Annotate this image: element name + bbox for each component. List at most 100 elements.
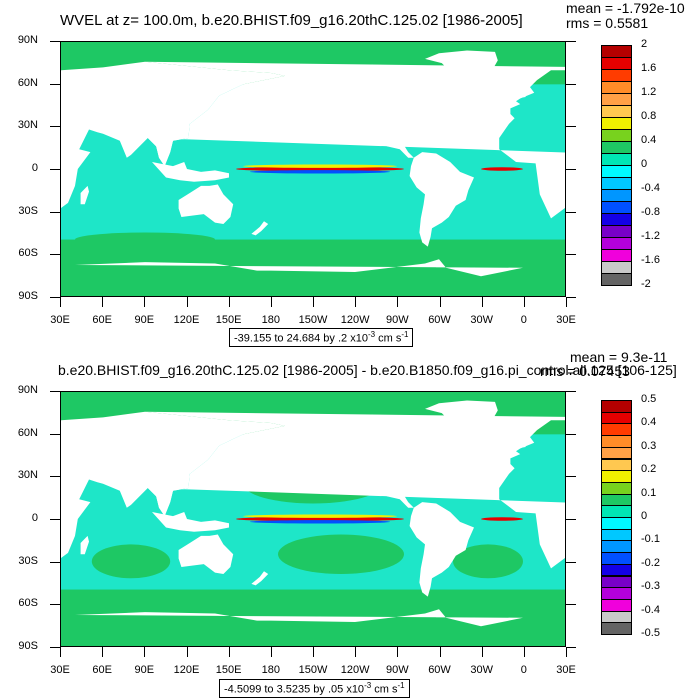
- lat-tick: [50, 647, 60, 648]
- colorbar: 0.5 0.4 0.3 0.2 0.1 0 -0.1 -0.2 -0.3 -0.4 -0.5: [601, 393, 660, 639]
- lat-tick-label: 30N: [17, 119, 38, 132]
- map-field: [61, 42, 565, 296]
- lon-tick-label: 150E: [215, 664, 242, 676]
- map-field: [61, 392, 565, 646]
- lat-tick: [566, 476, 576, 478]
- lon-tick: [566, 647, 567, 657]
- lon-tick: [397, 297, 399, 307]
- lon-tick: [355, 647, 357, 657]
- landmass-greenland: [425, 50, 498, 85]
- lon-tick-label: 90E: [134, 664, 155, 676]
- lon-tick-label: 120W: [340, 314, 370, 326]
- lon-tick: [481, 647, 483, 657]
- lon-tick: [523, 297, 525, 307]
- lat-tick-label: 60N: [17, 76, 38, 89]
- lon-tick-label: 180: [261, 314, 280, 326]
- colorbar-label: -0.4: [641, 182, 660, 194]
- colorbar-label: -2: [641, 278, 651, 290]
- landmass-greenland: [425, 400, 498, 435]
- lon-tick-label: 120E: [173, 314, 200, 326]
- lat-tick: [50, 391, 60, 392]
- landmass-indonesia: [152, 511, 229, 532]
- lon-tick-label: 90E: [134, 314, 155, 326]
- landmass-eurasiaAfrica: [145, 411, 565, 569]
- landmass-australia: [178, 184, 234, 225]
- colorbar-label: -1.6: [641, 254, 660, 266]
- landmass-madagascar: [80, 535, 89, 555]
- landmass-madagascar: [80, 185, 89, 205]
- lon-tick-label: 30W: [470, 664, 493, 676]
- lon-tick: [186, 647, 188, 657]
- lat-tick: [566, 211, 576, 213]
- lat-tick: [566, 126, 576, 128]
- lon-tick: [144, 647, 146, 657]
- lon-tick-label: 120W: [340, 664, 370, 676]
- map-plot: [60, 391, 566, 647]
- caption-range: -39.155 to 24.684 by .2 x10: [234, 332, 368, 345]
- landmass-nz: [251, 221, 269, 236]
- colorbar-label: -1.2: [641, 230, 660, 242]
- lon-tick: [228, 647, 230, 657]
- landmass-japan: [201, 106, 222, 126]
- caption-exponent: -3: [364, 681, 372, 690]
- lat-tick: [50, 561, 60, 563]
- lon-tick-label: 60W: [428, 664, 451, 676]
- colorbar-label: 0.4: [641, 416, 657, 429]
- lat-tick-label: 90S: [18, 640, 38, 652]
- landmass-japan: [201, 456, 222, 476]
- landmass-eurasiaAfrica: [61, 61, 285, 209]
- lon-tick-label: 120E: [173, 664, 200, 676]
- lat-tick: [50, 604, 60, 606]
- lon-tick-label: 30E: [556, 664, 576, 676]
- lat-tick: [50, 254, 60, 256]
- landmass-antarctica: [75, 609, 523, 646]
- panel-title: WVEL at z= 100.0m, b.e20.BHIST.f09_g16.2…: [60, 12, 523, 29]
- lon-tick: [144, 297, 146, 307]
- colorbar-label: 0.5: [641, 393, 657, 405]
- lon-tick: [60, 647, 61, 657]
- lat-tick: [566, 391, 576, 392]
- lat-tick: [50, 297, 60, 298]
- lon-tick: [313, 297, 314, 307]
- lat-tick-label: 60S: [18, 247, 38, 260]
- lon-tick-label: 60E: [92, 314, 112, 326]
- landmass-australia: [178, 534, 234, 575]
- lat-tick: [566, 297, 576, 298]
- lon-tick-label: 150W: [298, 664, 328, 676]
- colorbar-label: -0.1: [641, 533, 660, 546]
- lon-tick: [355, 297, 357, 307]
- colorbar-swatch: [601, 622, 632, 635]
- colorbar-label: 0: [641, 158, 648, 170]
- landmass-antarctica: [75, 259, 523, 296]
- lon-tick-label: 30E: [50, 314, 70, 326]
- lon-tick: [313, 647, 314, 657]
- landmass-northAmerica: [287, 68, 445, 158]
- landmass-indonesia: [152, 161, 229, 182]
- lon-tick: [439, 297, 441, 307]
- lat-tick: [50, 476, 60, 478]
- colorbar-label: 1.2: [641, 86, 657, 98]
- lon-tick-label: 150W: [298, 314, 328, 326]
- landmass-eurasiaAfrica: [145, 61, 565, 219]
- lon-tick: [228, 297, 230, 307]
- colorbar-label: -0.8: [641, 206, 660, 218]
- caption-exponent: -3: [367, 330, 376, 339]
- landmass-southAmerica: [409, 152, 474, 247]
- map-plot: [60, 41, 566, 297]
- mean-stat: mean = -1.792e-10: [566, 0, 685, 16]
- colorbar-label: 1.6: [641, 62, 657, 74]
- colorbar-label: -0.4: [641, 603, 660, 616]
- colorbar-label: 2: [641, 38, 648, 50]
- colorbar-label: 0.1: [641, 486, 657, 499]
- rms-stat: rms = 0.5581: [566, 15, 649, 31]
- lat-tick-label: 90N: [17, 384, 38, 396]
- colorbar-label: -0.5: [641, 627, 660, 639]
- lon-tick-label: 150E: [215, 314, 242, 326]
- colorbar-label: 0: [641, 510, 648, 522]
- lon-tick-label: 30E: [556, 314, 576, 326]
- lat-tick: [566, 433, 576, 435]
- landmass-nz: [251, 571, 269, 586]
- lat-tick: [566, 169, 576, 170]
- lat-tick-label: 30S: [18, 204, 38, 217]
- colorbar-label: -0.3: [641, 580, 660, 593]
